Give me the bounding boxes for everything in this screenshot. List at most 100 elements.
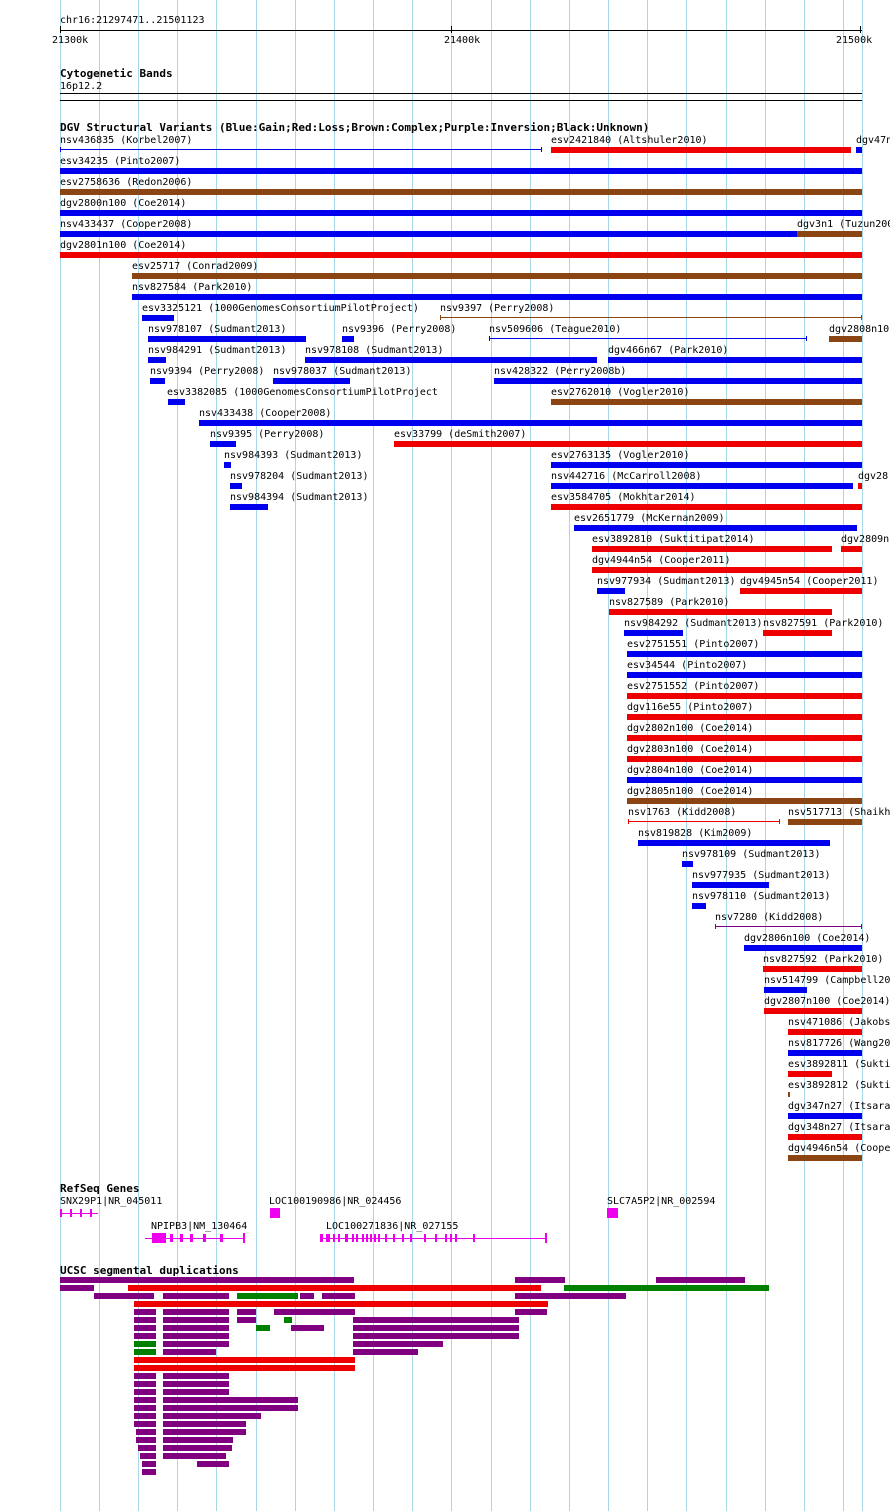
segdup-block[interactable] xyxy=(163,1389,229,1395)
dgv-variant-label[interactable]: esv2421840 (Altshuler2010) xyxy=(551,135,708,146)
refseq-exon[interactable] xyxy=(410,1234,412,1242)
refseq-exon[interactable] xyxy=(473,1234,475,1242)
segdup-block[interactable] xyxy=(197,1461,229,1467)
refseq-gene-label[interactable]: SLC7A5P2|NR_002594 xyxy=(607,1196,716,1207)
refseq-exon[interactable] xyxy=(385,1234,387,1242)
dgv-variant-bar[interactable] xyxy=(551,399,862,405)
segdup-block[interactable] xyxy=(353,1349,418,1355)
dgv-variant-bar[interactable] xyxy=(763,630,832,636)
dgv-variant-bar[interactable] xyxy=(148,357,166,363)
dgv-variant-label[interactable]: nsv977934 (Sudmant2013) xyxy=(597,576,736,587)
segdup-block[interactable] xyxy=(656,1277,745,1283)
dgv-variant-label[interactable]: dgv2809n xyxy=(841,534,890,545)
segdup-block[interactable] xyxy=(134,1381,156,1387)
dgv-variant-bar[interactable] xyxy=(132,294,862,300)
dgv-variant-label[interactable]: nsv984394 (Sudmant2013) xyxy=(230,492,369,503)
refseq-exon[interactable] xyxy=(243,1233,245,1243)
dgv-variant-label[interactable]: dgv2800n100 (Coe2014) xyxy=(60,198,187,209)
segdup-block[interactable] xyxy=(134,1349,156,1355)
refseq-exon[interactable] xyxy=(435,1234,437,1242)
segdup-block[interactable] xyxy=(134,1341,156,1347)
refseq-gene-label[interactable]: LOC100190986|NR_024456 xyxy=(269,1196,402,1207)
dgv-variant-label[interactable]: nsv827592 (Park2010) xyxy=(763,954,884,965)
dgv-variant-label[interactable]: nsv471086 (Jakobs xyxy=(788,1017,890,1028)
dgv-variant-bar[interactable] xyxy=(841,546,862,552)
dgv-variant-label[interactable]: dgv4944n54 (Cooper2011) xyxy=(592,555,731,566)
dgv-variant-bar[interactable] xyxy=(788,1029,862,1035)
dgv-variant-label[interactable]: nsv7280 (Kidd2008) xyxy=(715,912,824,923)
dgv-variant-label[interactable]: esv34235 (Pinto2007) xyxy=(60,156,181,167)
segdup-block[interactable] xyxy=(322,1293,355,1299)
refseq-exon[interactable] xyxy=(455,1234,457,1242)
dgv-variant-label[interactable]: esv3892812 (Sukti xyxy=(788,1080,890,1091)
segdup-block[interactable] xyxy=(353,1325,519,1331)
segdup-block[interactable] xyxy=(564,1285,769,1291)
segdup-block[interactable] xyxy=(256,1325,270,1331)
dgv-variant-line[interactable] xyxy=(440,317,862,318)
dgv-variant-label[interactable]: nsv442716 (McCarroll2008) xyxy=(551,471,702,482)
segdup-block[interactable] xyxy=(136,1429,156,1435)
dgv-variant-label[interactable]: nsv827584 (Park2010) xyxy=(132,282,253,293)
segdup-block[interactable] xyxy=(163,1341,229,1347)
dgv-variant-bar[interactable] xyxy=(199,420,862,426)
dgv-variant-label[interactable]: nsv1763 (Kidd2008) xyxy=(628,807,737,818)
refseq-exon[interactable] xyxy=(333,1234,335,1242)
refseq-exon[interactable] xyxy=(374,1234,376,1242)
segdup-block[interactable] xyxy=(163,1405,298,1411)
dgv-variant-bar[interactable] xyxy=(624,630,683,636)
dgv-variant-label[interactable]: esv3325121 (1000GenomesConsortiumPilotPr… xyxy=(142,303,419,314)
dgv-variant-bar[interactable] xyxy=(394,441,862,447)
refseq-exon[interactable] xyxy=(378,1234,380,1242)
segdup-block[interactable] xyxy=(163,1437,233,1443)
dgv-variant-bar[interactable] xyxy=(627,693,862,699)
segdup-block[interactable] xyxy=(94,1293,154,1299)
dgv-variant-label[interactable]: esv34544 (Pinto2007) xyxy=(627,660,748,671)
segdup-block[interactable] xyxy=(142,1461,156,1467)
segdup-block[interactable] xyxy=(134,1397,156,1403)
dgv-variant-label[interactable]: dgv2808n10 xyxy=(829,324,890,335)
dgv-variant-label[interactable]: nsv433437 (Cooper2008) xyxy=(60,219,193,230)
refseq-exon[interactable] xyxy=(326,1234,330,1242)
dgv-variant-line[interactable] xyxy=(60,149,542,150)
segdup-block[interactable] xyxy=(515,1277,565,1283)
segdup-block[interactable] xyxy=(291,1325,324,1331)
dgv-variant-bar[interactable] xyxy=(692,903,706,909)
refseq-exon[interactable] xyxy=(445,1234,447,1242)
refseq-exon[interactable] xyxy=(345,1234,348,1242)
dgv-variant-label[interactable]: dgv348n27 (Itsara xyxy=(788,1122,890,1133)
dgv-variant-label[interactable]: nsv978109 (Sudmant2013) xyxy=(682,849,821,860)
dgv-variant-label[interactable]: nsv817726 (Wang20 xyxy=(788,1038,890,1049)
dgv-variant-bar[interactable] xyxy=(788,1071,832,1077)
refseq-exon[interactable] xyxy=(352,1234,354,1242)
dgv-variant-label[interactable]: nsv509606 (Teague2010) xyxy=(489,324,622,335)
segdup-block[interactable] xyxy=(128,1285,541,1291)
refseq-exon[interactable] xyxy=(320,1234,323,1242)
segdup-block[interactable] xyxy=(163,1309,229,1315)
segdup-block[interactable] xyxy=(60,1285,94,1291)
segdup-block[interactable] xyxy=(163,1317,229,1323)
refseq-exon[interactable] xyxy=(70,1209,72,1217)
dgv-variant-bar[interactable] xyxy=(168,399,185,405)
segdup-block[interactable] xyxy=(515,1309,547,1315)
dgv-variant-bar[interactable] xyxy=(60,189,862,195)
refseq-exon[interactable] xyxy=(370,1234,372,1242)
refseq-exon[interactable] xyxy=(366,1234,368,1242)
dgv-variant-label[interactable]: dgv2807n100 (Coe2014) xyxy=(764,996,890,1007)
dgv-variant-label[interactable]: esv3892811 (Sukti xyxy=(788,1059,890,1070)
refseq-track-title[interactable]: RefSeq Genes xyxy=(60,1182,140,1195)
dgv-variant-bar[interactable] xyxy=(210,441,236,447)
dgv-variant-bar[interactable] xyxy=(764,1008,862,1014)
refseq-exon[interactable] xyxy=(607,1208,618,1218)
segdup-block[interactable] xyxy=(134,1309,156,1315)
dgv-variant-label[interactable]: dgv116e55 (Pinto2007) xyxy=(627,702,754,713)
dgv-variant-label[interactable]: nsv514799 (Campbell20 xyxy=(764,975,890,986)
dgv-variant-label[interactable]: dgv4945n54 (Cooper2011) xyxy=(740,576,879,587)
dgv-variant-bar[interactable] xyxy=(551,147,851,153)
dgv-variant-bar[interactable] xyxy=(592,567,862,573)
dgv-variant-bar[interactable] xyxy=(230,483,242,489)
segdup-block[interactable] xyxy=(284,1317,292,1323)
segdup-block[interactable] xyxy=(60,1277,354,1283)
dgv-variant-label[interactable]: esv25717 (Conrad2009) xyxy=(132,261,259,272)
dgv-variant-bar[interactable] xyxy=(551,462,862,468)
dgv-variant-bar[interactable] xyxy=(638,840,830,846)
